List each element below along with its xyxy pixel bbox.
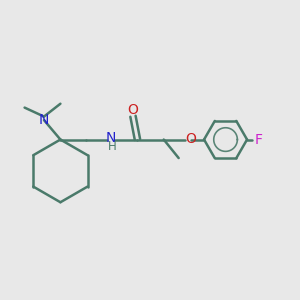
Text: H: H xyxy=(107,140,116,153)
Text: O: O xyxy=(185,132,196,146)
Text: F: F xyxy=(254,133,262,146)
Text: N: N xyxy=(38,112,49,127)
Text: N: N xyxy=(106,131,116,145)
Text: O: O xyxy=(127,103,138,117)
